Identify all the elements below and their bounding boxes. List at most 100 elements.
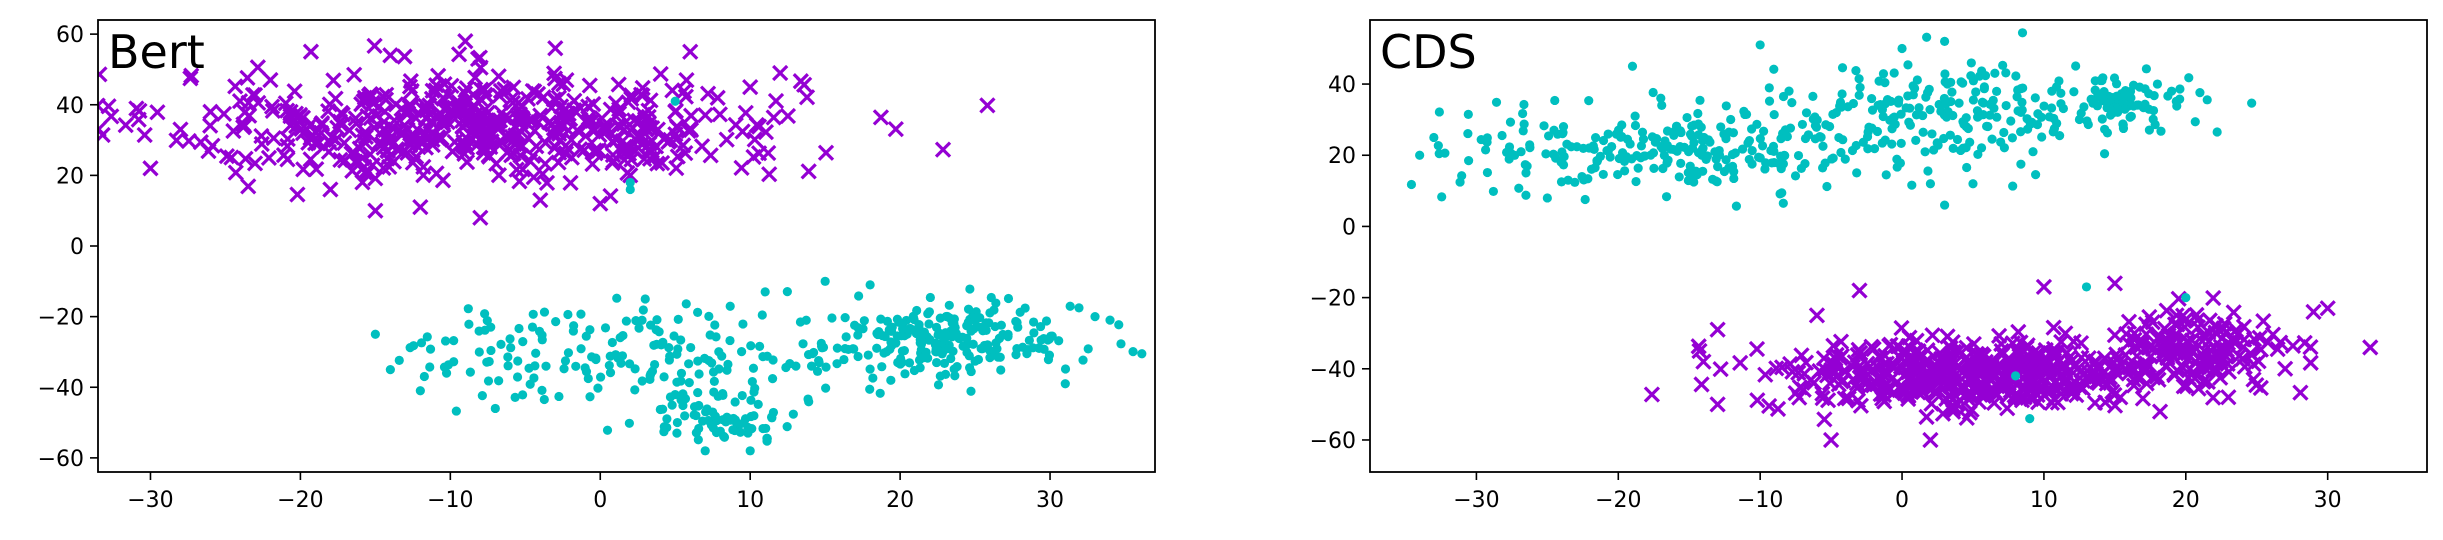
bert-dot-marker: [933, 345, 943, 355]
cds-x-marker: [1832, 333, 1850, 350]
bert-x-marker: [200, 142, 217, 160]
bert-x-marker: [635, 106, 652, 123]
cds-x-marker: [2305, 303, 2322, 320]
bert-x-marker: [472, 209, 489, 226]
cds-dot-marker: [1878, 69, 1889, 79]
bert-dot-marker: [721, 417, 731, 427]
cds-x-marker: [1851, 357, 1869, 374]
bert-x-marker: [483, 114, 501, 132]
bert-x-marker: [333, 116, 350, 133]
bert-x-marker: [532, 107, 549, 124]
cds-dot-marker: [1525, 140, 1535, 150]
bert-dot-marker: [464, 319, 474, 329]
cds-dot-marker: [1550, 95, 1560, 106]
bert-dot-marker: [1105, 315, 1115, 325]
bert-dot-marker: [665, 351, 675, 361]
cds-dot-marker: [2008, 181, 2018, 191]
bert-dot-marker: [1054, 336, 1064, 346]
bert-dot-marker: [896, 331, 906, 341]
cds-x-marker: [2125, 371, 2142, 388]
cds-dot-marker: [1455, 177, 1465, 187]
cds-dot-marker: [1776, 164, 1786, 174]
cds-dot-marker: [1729, 173, 1739, 184]
cds-dot-marker: [2016, 107, 2026, 117]
bert-dot-marker: [630, 364, 640, 374]
cds-dot-marker: [2105, 110, 2116, 120]
cds-dot-marker: [1947, 87, 1957, 97]
cds-x-marker: [1958, 409, 1975, 427]
bert-x-tick-label: −20: [277, 488, 323, 513]
bert-dot-marker: [484, 356, 494, 367]
cds-x-marker: [2088, 359, 2105, 377]
bert-dot-marker: [616, 358, 626, 368]
cds-x-marker: [2201, 333, 2218, 350]
bert-dot-marker: [576, 309, 586, 319]
bert-x-marker: [699, 85, 717, 102]
cds-dot-marker: [1541, 149, 1551, 159]
bert-dot-marker: [1116, 339, 1126, 349]
cds-dot-marker: [1923, 166, 1933, 176]
cds-dot-marker: [1675, 142, 1685, 152]
bert-dot-marker: [385, 364, 395, 375]
bert-dot-marker: [711, 427, 722, 438]
cds-dot-marker: [1662, 126, 1673, 136]
bert-dot-marker: [680, 394, 691, 404]
bert-dot-marker: [755, 341, 765, 351]
bert-dot-marker: [477, 390, 487, 401]
bert-x-marker: [240, 94, 257, 111]
cds-dot-marker: [1971, 87, 1981, 97]
bert-y-tick-label: −60: [38, 447, 84, 472]
cds-x-marker: [1923, 395, 1940, 412]
bert-x-marker: [473, 108, 491, 125]
bert-dot-marker: [602, 425, 613, 435]
cds-dot-marker: [1907, 180, 1917, 190]
bert-dot-marker: [850, 320, 860, 330]
bert-x-marker: [682, 107, 700, 124]
bert-dot-marker: [865, 280, 875, 290]
bert-dot-marker: [518, 390, 528, 400]
bert-dot-marker: [863, 350, 873, 360]
cds-dot-marker: [1869, 144, 1880, 154]
cds-dot-marker: [1521, 190, 1531, 200]
bert-dot-marker: [966, 366, 976, 377]
bert-x-marker: [581, 77, 598, 94]
bert-dot-marker: [821, 362, 831, 372]
bert-dot-marker: [691, 428, 701, 438]
cds-dot-marker: [1790, 171, 1801, 181]
cds-x-marker: [1918, 408, 1935, 426]
cds-dot-marker: [2032, 120, 2043, 130]
cds-x-marker: [1814, 390, 1831, 407]
bert-x-marker: [796, 76, 813, 93]
cds-dot-marker: [2247, 98, 2257, 108]
bert-dot-marker: [419, 371, 429, 382]
bert-y-tick-label: 40: [56, 94, 84, 119]
bert-dot-marker: [694, 369, 704, 379]
cds-x-marker: [2016, 389, 2033, 406]
bert-x-marker: [180, 132, 197, 150]
bert-x-marker: [402, 135, 419, 152]
bert-dot-marker: [924, 319, 934, 329]
cds-title: CDS: [1380, 25, 1477, 79]
bert-dot-marker: [640, 294, 650, 304]
bert-dot-marker: [684, 377, 694, 388]
cds-x-marker: [1851, 282, 1868, 299]
cds-dot-marker: [1633, 163, 1643, 173]
bert-dot-marker: [963, 304, 974, 314]
bert-x-marker: [562, 174, 579, 191]
cds-dot-marker: [1952, 134, 1963, 145]
cds-dot-marker: [2118, 119, 2128, 129]
bert-dot-marker: [652, 315, 662, 325]
bert-dot-marker: [527, 322, 538, 332]
cds-dot-marker: [1688, 170, 1698, 181]
cds-dot-marker: [1918, 127, 1928, 137]
bert-x-marker: [427, 82, 444, 99]
cds-dot-marker: [1948, 143, 1958, 153]
bert-dot-marker: [749, 411, 759, 421]
bert-x-marker: [515, 120, 533, 137]
bert-dot-marker: [895, 359, 905, 369]
bert-dot-marker: [568, 326, 578, 336]
bert-dot-marker: [935, 371, 945, 381]
bert-dot-marker: [560, 356, 571, 366]
bert-x-marker: [286, 83, 303, 100]
cds-x-marker: [2043, 366, 2060, 384]
